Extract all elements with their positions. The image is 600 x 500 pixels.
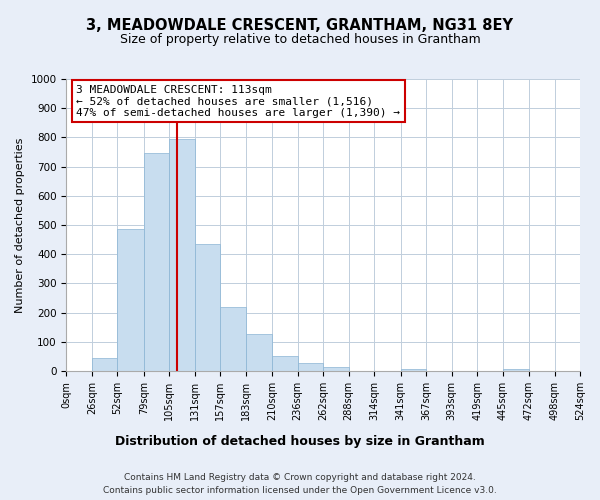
Bar xyxy=(118,228,144,371)
Text: Distribution of detached houses by size in Grantham: Distribution of detached houses by size … xyxy=(115,435,485,448)
Bar xyxy=(401,369,426,371)
Bar xyxy=(272,356,298,371)
Bar xyxy=(220,306,246,371)
Bar xyxy=(144,152,169,371)
Y-axis label: Number of detached properties: Number of detached properties xyxy=(15,138,25,312)
Bar xyxy=(169,140,195,371)
Bar xyxy=(92,358,118,371)
Bar xyxy=(246,334,272,371)
Text: Contains HM Land Registry data © Crown copyright and database right 2024.: Contains HM Land Registry data © Crown c… xyxy=(124,472,476,482)
Text: Size of property relative to detached houses in Grantham: Size of property relative to detached ho… xyxy=(119,32,481,46)
Bar xyxy=(503,369,529,371)
Bar xyxy=(298,362,323,371)
Bar xyxy=(195,244,220,371)
Text: 3, MEADOWDALE CRESCENT, GRANTHAM, NG31 8EY: 3, MEADOWDALE CRESCENT, GRANTHAM, NG31 8… xyxy=(86,18,514,32)
Text: 3 MEADOWDALE CRESCENT: 113sqm
← 52% of detached houses are smaller (1,516)
47% o: 3 MEADOWDALE CRESCENT: 113sqm ← 52% of d… xyxy=(76,85,400,118)
Text: Contains public sector information licensed under the Open Government Licence v3: Contains public sector information licen… xyxy=(103,486,497,495)
Bar xyxy=(323,366,349,371)
